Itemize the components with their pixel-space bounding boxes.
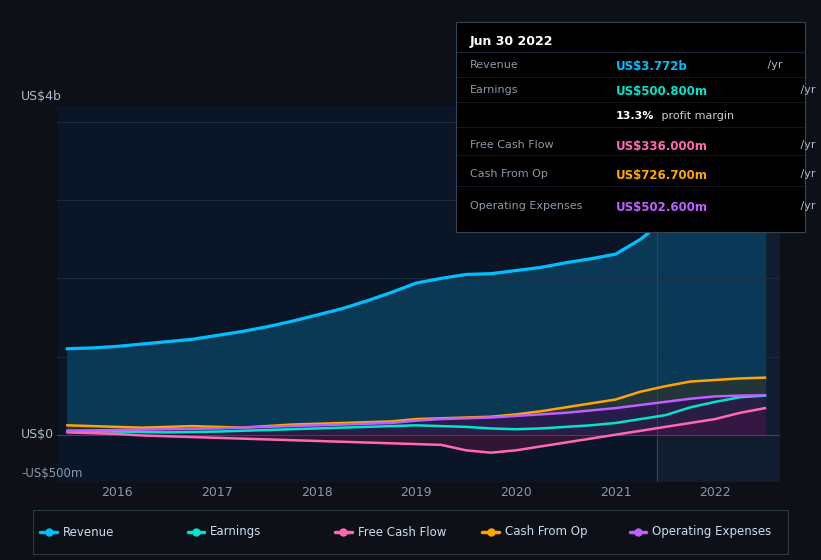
Text: Earnings: Earnings <box>470 85 518 95</box>
Text: US$502.600m: US$502.600m <box>616 201 709 214</box>
Text: US$4b: US$4b <box>21 90 62 102</box>
Text: US$336.000m: US$336.000m <box>616 140 708 153</box>
Text: Cash From Op: Cash From Op <box>505 525 587 539</box>
Text: Earnings: Earnings <box>210 525 262 539</box>
Text: Revenue: Revenue <box>470 60 518 70</box>
Text: Jun 30 2022: Jun 30 2022 <box>470 35 553 48</box>
Text: US$726.700m: US$726.700m <box>616 170 708 183</box>
Text: /yr: /yr <box>796 170 815 179</box>
Text: US$500.800m: US$500.800m <box>616 85 709 99</box>
Bar <box>658 106 780 482</box>
Text: 13.3%: 13.3% <box>616 111 654 120</box>
Text: US$0: US$0 <box>21 428 54 441</box>
Text: profit margin: profit margin <box>658 111 734 120</box>
Text: US$3.772b: US$3.772b <box>616 60 688 73</box>
Text: Operating Expenses: Operating Expenses <box>652 525 772 539</box>
Text: Cash From Op: Cash From Op <box>470 170 548 179</box>
Text: -US$500m: -US$500m <box>21 467 83 480</box>
Text: Free Cash Flow: Free Cash Flow <box>358 525 446 539</box>
Text: /yr: /yr <box>796 85 815 95</box>
Text: Operating Expenses: Operating Expenses <box>470 201 582 211</box>
Text: Revenue: Revenue <box>63 525 114 539</box>
Text: /yr: /yr <box>796 140 815 150</box>
Text: Free Cash Flow: Free Cash Flow <box>470 140 553 150</box>
Text: /yr: /yr <box>796 201 815 211</box>
Text: /yr: /yr <box>764 60 782 70</box>
